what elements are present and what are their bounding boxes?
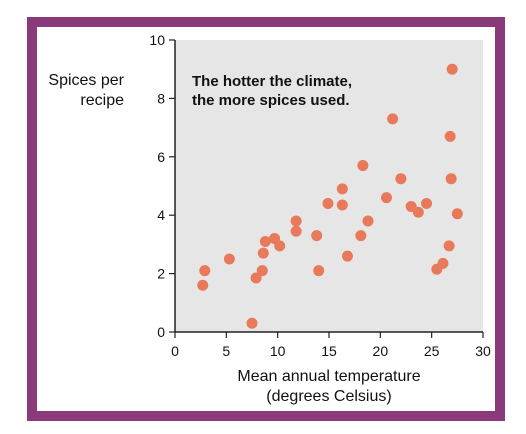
chart-annotation: The hotter the climate, the more spices … — [192, 72, 352, 110]
y-axis-label-line-1: Spices per — [48, 72, 124, 89]
data-point — [445, 173, 457, 185]
data-point — [322, 198, 334, 210]
data-point — [446, 63, 458, 75]
data-point — [336, 199, 348, 211]
data-point — [412, 206, 424, 218]
x-tick-label: 10 — [270, 343, 286, 359]
y-axis-label-line-2: recipe — [80, 92, 124, 109]
data-point — [290, 225, 302, 237]
data-point — [246, 317, 258, 329]
y-tick-label: 6 — [157, 149, 165, 165]
x-tick-label: 30 — [475, 343, 491, 359]
x-axis-label-line-1: Mean annual temperature — [237, 368, 421, 385]
x-tick-label: 20 — [373, 343, 389, 359]
data-point — [223, 253, 235, 265]
data-point — [443, 240, 455, 252]
data-point — [395, 173, 407, 185]
data-point — [444, 130, 456, 142]
data-point — [311, 230, 323, 242]
x-tick-label: 0 — [171, 343, 179, 359]
y-tick-label: 4 — [157, 207, 165, 223]
data-point — [259, 235, 271, 247]
annotation-line-2: the more spices used. — [192, 92, 350, 109]
data-point — [380, 192, 392, 204]
data-point — [313, 265, 325, 277]
data-point — [199, 265, 211, 277]
data-point — [257, 247, 269, 259]
data-point — [341, 250, 353, 262]
y-tick-label: 10 — [149, 32, 165, 48]
x-tick-label: 25 — [424, 343, 440, 359]
y-tick-label: 2 — [157, 266, 165, 282]
data-point — [387, 113, 399, 125]
data-point — [451, 208, 463, 220]
data-point — [256, 265, 268, 277]
y-tick-label: 8 — [157, 90, 165, 106]
data-point — [362, 215, 374, 227]
data-point — [336, 183, 348, 195]
data-point — [250, 272, 262, 284]
data-point — [197, 279, 209, 291]
x-tick-label: 15 — [321, 343, 337, 359]
annotation-line-1: The hotter the climate, — [192, 73, 353, 90]
data-point — [290, 215, 302, 227]
x-axis-label-line-2: (degrees Celsius) — [266, 388, 392, 405]
data-point — [437, 257, 449, 269]
x-tick-label: 5 — [222, 343, 230, 359]
data-point — [421, 198, 433, 210]
data-point — [355, 230, 367, 242]
data-point — [274, 240, 286, 252]
plot-area — [175, 40, 483, 332]
y-tick-label: 0 — [157, 324, 165, 340]
data-point — [357, 160, 369, 172]
